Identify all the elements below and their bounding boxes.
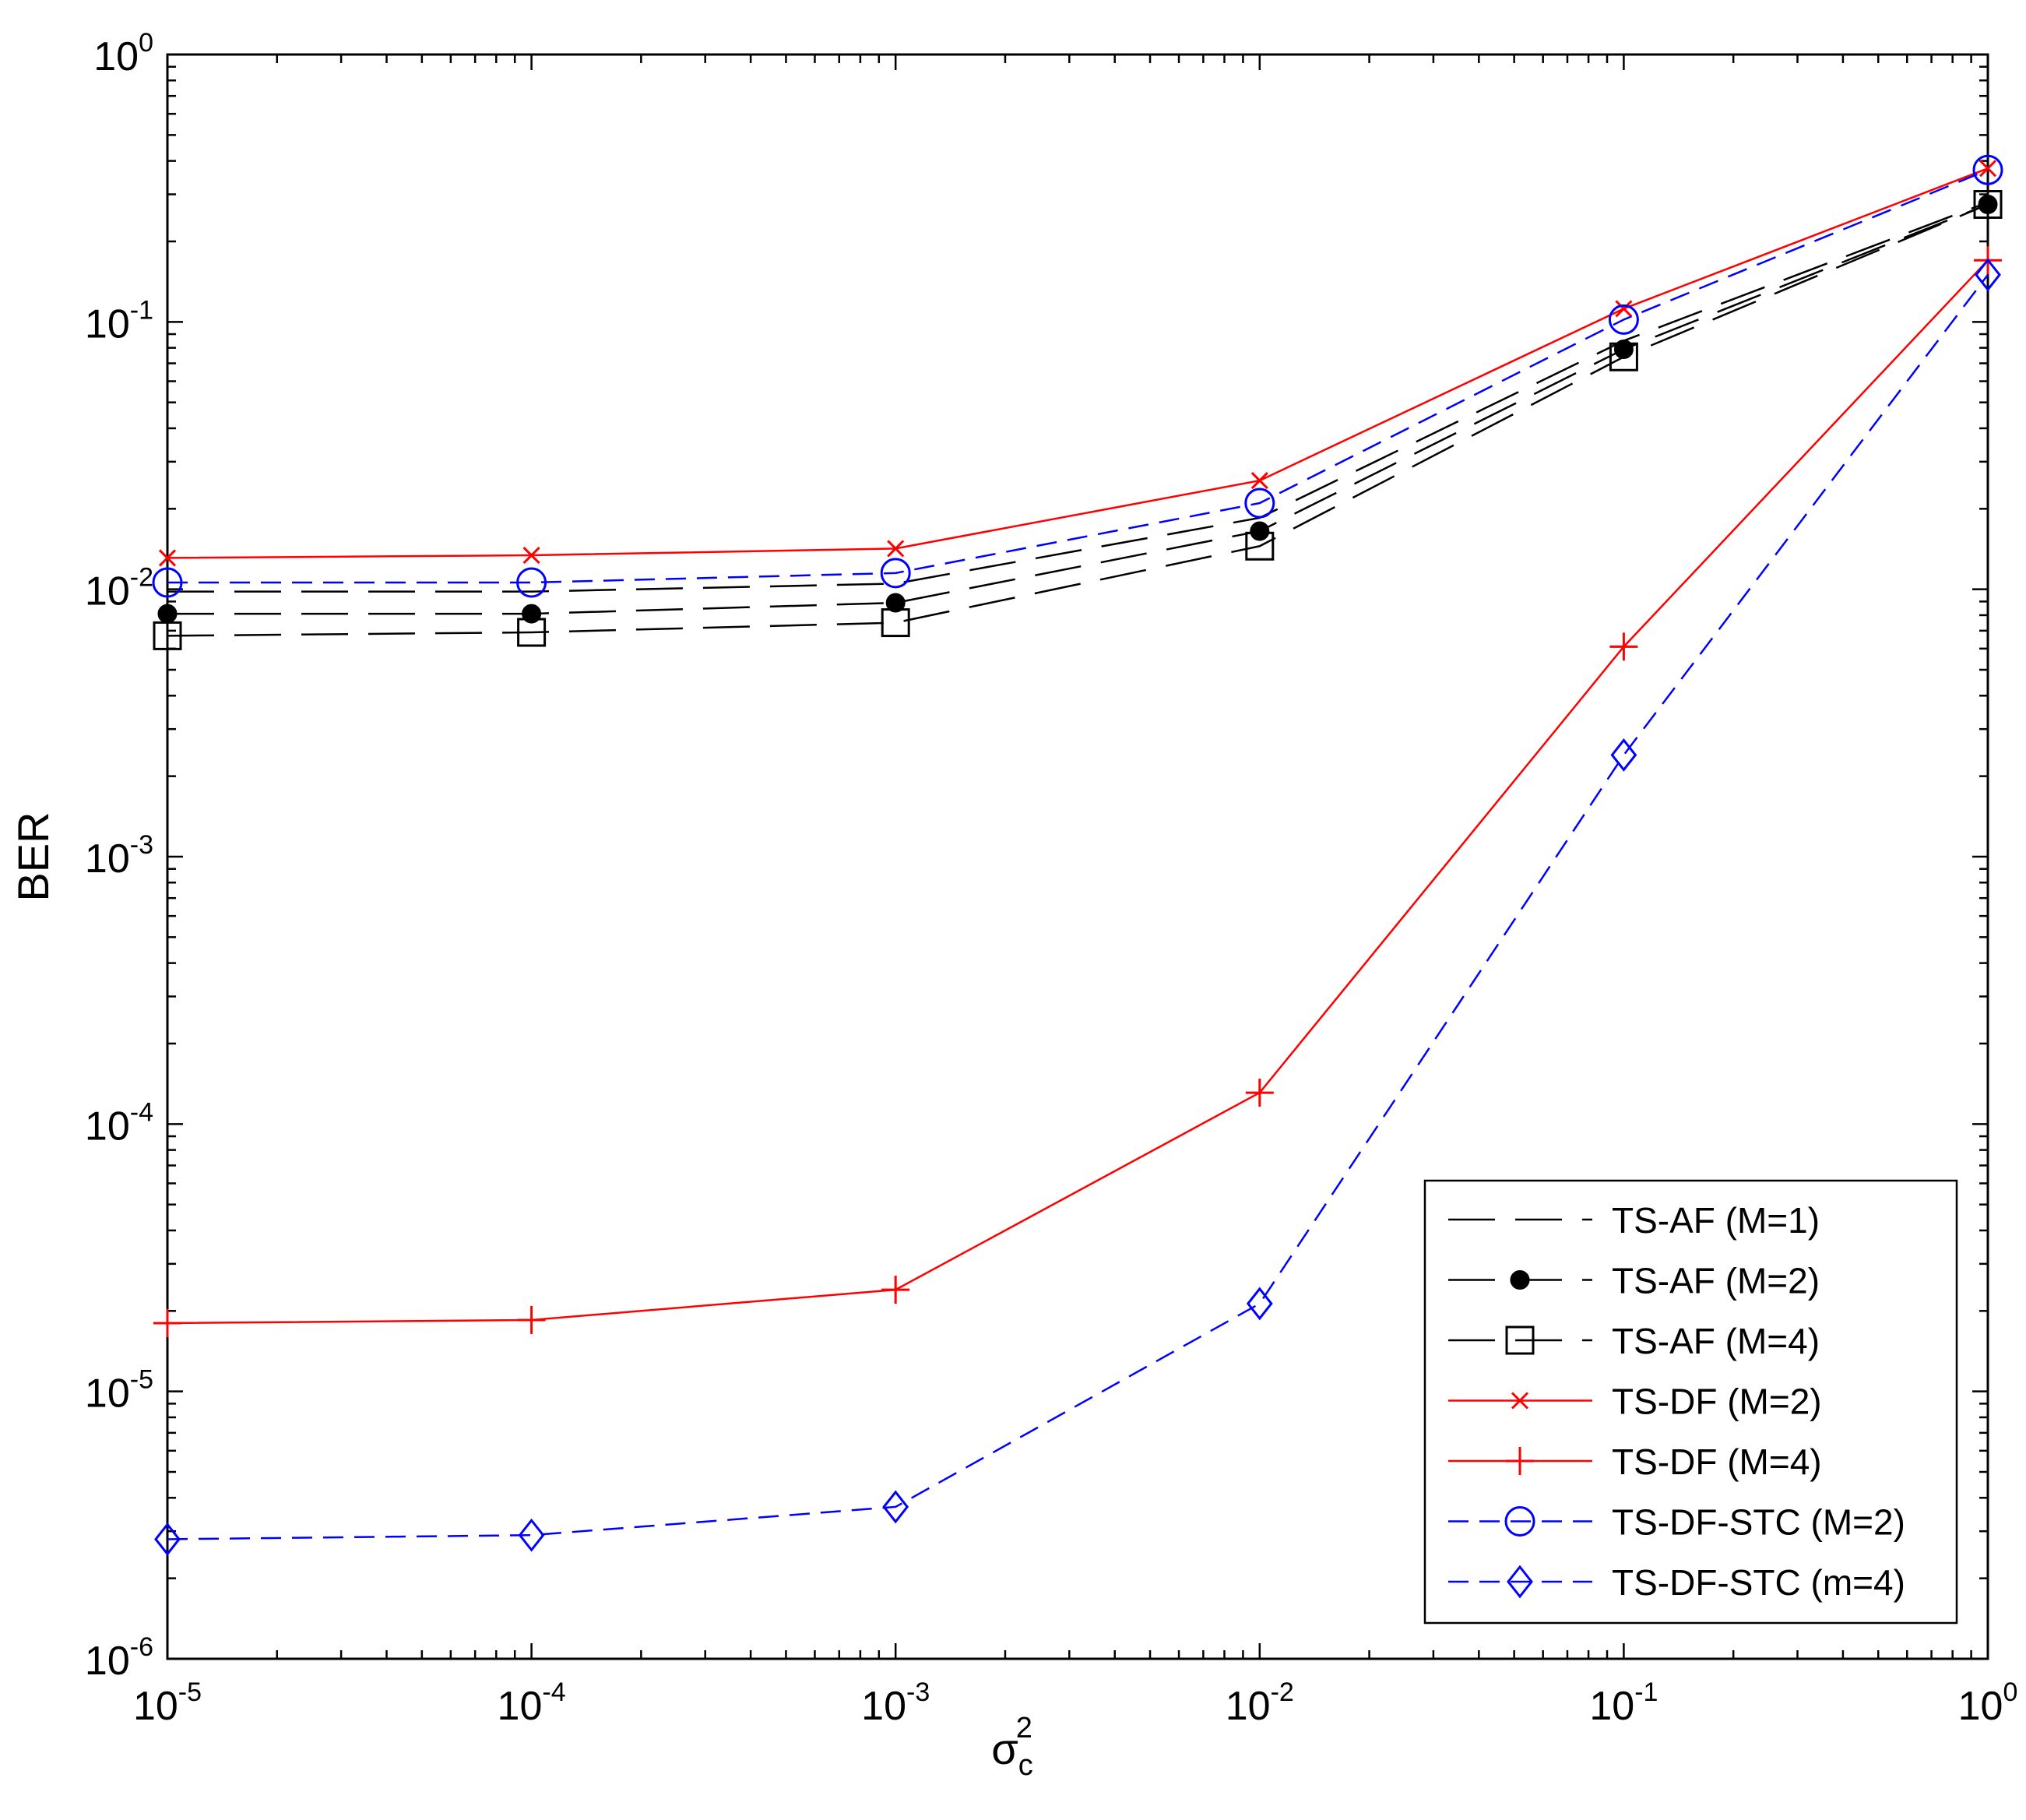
data-point xyxy=(882,1490,909,1524)
legend-marker xyxy=(1504,1506,1535,1537)
legend-item: TS-DF (M=2) xyxy=(1448,1382,1822,1422)
legend-item: TS-AF (M=1) xyxy=(1448,1200,1820,1241)
data-point xyxy=(517,618,547,647)
data-point xyxy=(516,567,547,598)
data-point xyxy=(1608,304,1639,335)
data-point xyxy=(157,604,178,624)
series-line xyxy=(167,201,1989,593)
series-line xyxy=(167,167,1989,559)
data-point xyxy=(153,621,182,650)
legend-box xyxy=(1423,1179,1958,1625)
legend-label: TS-DF-STC (m=4) xyxy=(1612,1562,1905,1603)
series-layer xyxy=(152,154,2003,1556)
y-tick-label: 10-5 xyxy=(85,1365,153,1417)
data-point xyxy=(1245,531,1275,561)
legend-item: TS-AF (M=4) xyxy=(1448,1321,1820,1361)
x-tick-label: 100 xyxy=(1958,1677,2018,1729)
legend-marker xyxy=(1510,1270,1530,1290)
data-point xyxy=(517,1305,546,1334)
data-point xyxy=(881,1276,910,1304)
legend-item: TS-DF (M=4) xyxy=(1448,1442,1822,1482)
series-2 xyxy=(157,194,1998,624)
series-line xyxy=(167,169,1989,584)
x-axis-label: σc 2 xyxy=(991,1712,1033,1782)
x-tick-label: 10-4 xyxy=(498,1677,566,1729)
data-point xyxy=(887,540,905,558)
data-point xyxy=(152,567,183,598)
data-point xyxy=(1979,160,1997,178)
data-point xyxy=(881,608,910,638)
legend-label: TS-AF (M=4) xyxy=(1612,1321,1820,1361)
data-point xyxy=(518,1518,545,1552)
data-point xyxy=(1246,1287,1273,1321)
series-4 xyxy=(158,160,1997,567)
legend-label: TS-DF (M=2) xyxy=(1612,1382,1822,1422)
data-point xyxy=(1610,738,1637,772)
legend-marker xyxy=(1505,1325,1535,1355)
legend-marker xyxy=(1507,1565,1533,1599)
x-tick-label: 10-5 xyxy=(133,1677,202,1729)
data-point xyxy=(1245,1079,1274,1107)
data-point xyxy=(158,549,177,567)
legend-marker xyxy=(1511,1392,1529,1410)
series-line xyxy=(167,203,1989,615)
series-5 xyxy=(153,246,2002,1338)
data-point xyxy=(154,1523,181,1556)
data-point xyxy=(1975,258,2001,292)
data-point xyxy=(1244,488,1275,519)
data-point xyxy=(522,546,540,565)
data-point xyxy=(1609,342,1638,371)
x-tick-label: 10-1 xyxy=(1589,1677,1658,1729)
data-point xyxy=(1972,154,2003,185)
legend-item: TS-AF (M=2) xyxy=(1448,1261,1820,1301)
y-tick-label: 10-4 xyxy=(85,1097,153,1149)
data-point xyxy=(1250,521,1270,541)
data-point xyxy=(880,558,911,589)
x-axis-label-symbol: σ xyxy=(991,1724,1018,1773)
tick-labels: 10-5 10-4 10-3 10-2 10-1 100 100 10-1 10-2 10-3 10… xyxy=(85,28,2017,1729)
y-tick-label: 10-3 xyxy=(85,830,153,882)
series-line xyxy=(167,274,1989,1540)
x-axis-label-superscript: 2 xyxy=(1016,1712,1032,1744)
legend-label: TS-DF-STC (M=2) xyxy=(1612,1502,1905,1543)
y-axis-label: BER xyxy=(9,811,58,901)
series-line xyxy=(167,203,1989,637)
data-point xyxy=(1615,300,1633,318)
legend-label: TS-AF (M=1) xyxy=(1612,1200,1820,1241)
y-tick-label: 10-6 xyxy=(85,1632,153,1684)
legend: TS-AF (M=1) TS-AF (M=2) TS-AF (M=4) TS-DF (… xyxy=(1423,1179,1958,1625)
series-3 xyxy=(153,189,2003,650)
legend-label: TS-DF (M=4) xyxy=(1612,1442,1822,1482)
data-point xyxy=(153,1309,181,1338)
legend-label: TS-AF (M=2) xyxy=(1612,1261,1820,1301)
series-7 xyxy=(154,258,2001,1556)
y-tick-label: 100 xyxy=(93,28,153,79)
x-tick-label: 10-3 xyxy=(861,1677,930,1729)
data-point xyxy=(885,593,906,613)
x-tick-label: 10-2 xyxy=(1226,1677,1294,1729)
plot-area xyxy=(166,53,1989,1660)
y-tick-label: 10-2 xyxy=(85,563,153,614)
series-6 xyxy=(152,154,2003,598)
y-tick-label: 10-1 xyxy=(85,295,153,347)
data-point xyxy=(1973,189,2003,219)
series-1 xyxy=(167,201,1989,593)
data-point xyxy=(1609,632,1638,661)
series-line xyxy=(167,259,1989,1325)
legend-item: TS-DF-STC (M=2) xyxy=(1448,1502,1905,1543)
x-axis-label-subscript: c xyxy=(1018,1749,1033,1782)
data-point xyxy=(1250,472,1268,490)
legend-marker xyxy=(1506,1447,1534,1475)
legend-item: TS-DF-STC (m=4) xyxy=(1448,1562,1905,1603)
